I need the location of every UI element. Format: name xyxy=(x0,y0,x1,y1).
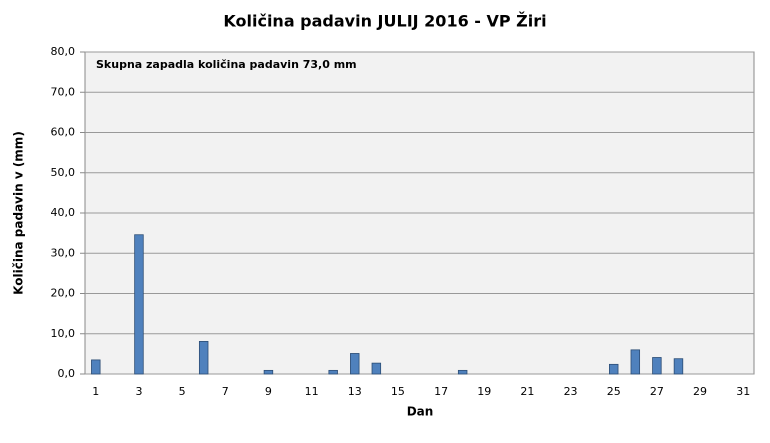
x-tick-label: 29 xyxy=(693,385,707,398)
bar xyxy=(371,362,382,375)
x-tick-label: 19 xyxy=(477,385,491,398)
bar xyxy=(91,359,101,375)
x-tick-label: 7 xyxy=(222,385,229,398)
x-tick-label: 21 xyxy=(520,385,534,398)
bar xyxy=(652,357,662,375)
x-tick-label: 3 xyxy=(135,385,142,398)
bar xyxy=(328,369,338,375)
chart-title: Količina padavin JULIJ 2016 - VP Žiri xyxy=(223,12,546,31)
y-tick-label: 80,0 xyxy=(51,45,76,58)
y-tick-label: 40,0 xyxy=(51,206,76,219)
bar xyxy=(350,353,360,375)
annotation: Skupna zapadla količina padavin 73,0 mm xyxy=(96,58,357,71)
x-tick-label: 25 xyxy=(607,385,621,398)
y-axis-label: Količina padavin v (mm) xyxy=(12,131,26,295)
x-tick-label: 15 xyxy=(391,385,405,398)
y-tick-label: 20,0 xyxy=(51,287,76,300)
x-tick-label: 27 xyxy=(650,385,664,398)
x-axis-label: Dan xyxy=(407,405,434,419)
bar xyxy=(134,234,144,375)
x-tick-label: 23 xyxy=(564,385,578,398)
bar xyxy=(673,358,684,375)
y-tick-label: 70,0 xyxy=(51,85,76,98)
x-tick-label: 11 xyxy=(305,385,319,398)
x-tick-label: 9 xyxy=(265,385,272,398)
x-tick-label: 5 xyxy=(179,385,186,398)
x-tick-label: 31 xyxy=(736,385,750,398)
x-tick-label: 17 xyxy=(434,385,448,398)
x-tick-label: 13 xyxy=(348,385,362,398)
bar xyxy=(198,340,209,375)
y-tick-label: 60,0 xyxy=(51,126,76,139)
bar xyxy=(630,349,641,375)
bar xyxy=(609,363,619,375)
bar xyxy=(263,369,274,375)
x-tick-label: 1 xyxy=(92,385,99,398)
y-tick-label: 50,0 xyxy=(51,166,76,179)
y-tick-label: 30,0 xyxy=(51,246,76,259)
y-tick-label: 0,0 xyxy=(58,367,76,380)
bar xyxy=(457,369,468,375)
y-tick-label: 10,0 xyxy=(51,327,76,340)
